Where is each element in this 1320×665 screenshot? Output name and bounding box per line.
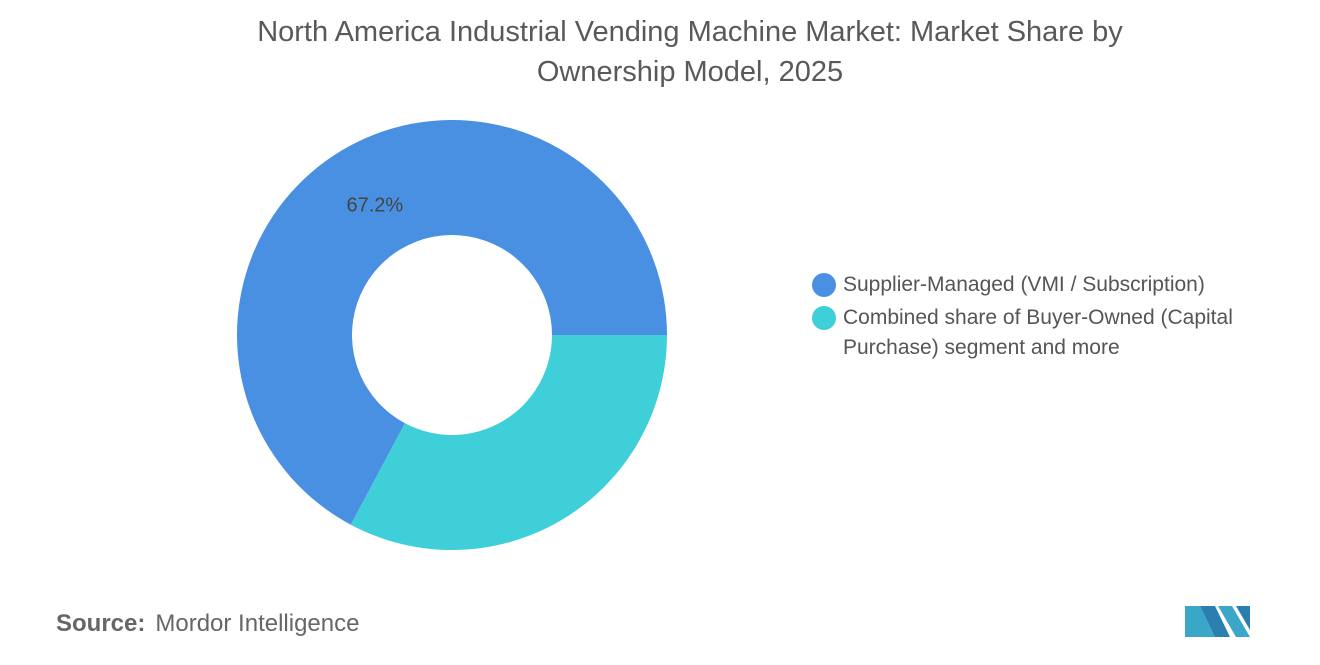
logo-shape — [1236, 606, 1250, 630]
logo-shape — [1185, 606, 1215, 637]
legend-item: Supplier-Managed (VMI / Subscription) — [812, 270, 1292, 300]
legend-swatch — [812, 306, 836, 330]
chart-title: North America Industrial Vending Machine… — [257, 16, 1123, 88]
legend-label: Combined share of Buyer-Owned (Capital P… — [843, 306, 1233, 359]
source-text: Mordor Intelligence — [155, 610, 360, 637]
legend-item: Combined share of Buyer-Owned (Capital P… — [812, 303, 1292, 363]
source: Source: Mordor Intelligence — [56, 610, 359, 638]
logo — [1185, 606, 1250, 637]
source-label: Source: — [56, 610, 146, 637]
legend-label: Supplier-Managed (VMI / Subscription) — [843, 273, 1205, 296]
data-label: 67.2% — [346, 195, 403, 217]
logo-shape — [1200, 606, 1230, 637]
legend-swatch — [812, 273, 836, 297]
slice — [237, 120, 668, 525]
slice — [350, 335, 667, 551]
logo-shape — [1218, 606, 1250, 637]
